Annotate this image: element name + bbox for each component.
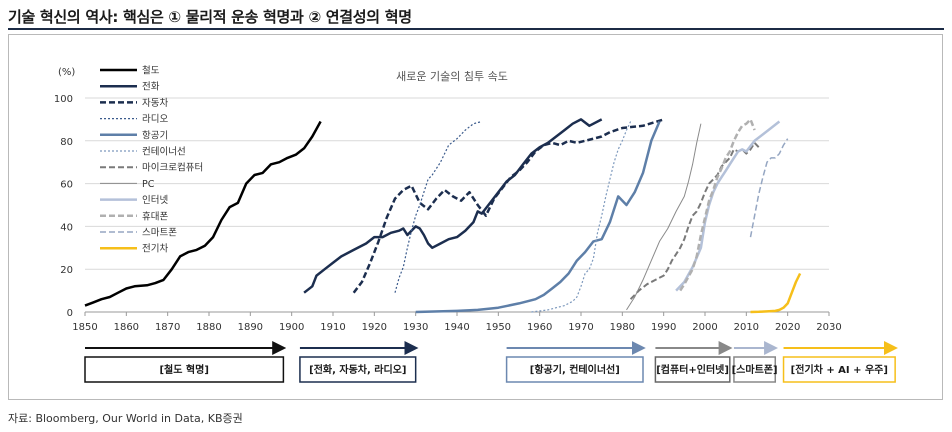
y-tick-label: 40: [60, 222, 73, 233]
series-line-5: [415, 121, 661, 314]
page-title: 기술 혁신의 역사: 핵심은 ① 물리적 운송 혁명과 ② 연결성의 혁명: [8, 8, 412, 26]
grid-layer: [85, 97, 829, 313]
y-axis-unit: (%): [58, 67, 75, 78]
x-tick-label: 1870: [155, 322, 180, 333]
x-tick-label: 1860: [114, 322, 139, 333]
chart-frame: [8, 34, 943, 400]
x-tick-label: 1950: [486, 322, 511, 333]
legend-label: 휴대폰: [142, 211, 168, 222]
x-tick-label: 1960: [527, 322, 552, 333]
x-tick-label: 1970: [568, 322, 593, 333]
x-tick-label: 1910: [320, 322, 345, 333]
era-box: [84, 356, 285, 383]
era-label: [전화, 자동차, 라디오]: [309, 363, 406, 376]
x-tick-label: 1990: [651, 322, 676, 333]
y-tick-label: 20: [60, 265, 73, 276]
legend-label: 라디오: [142, 114, 168, 125]
legend-label: 마이크로컴퓨터: [142, 162, 203, 174]
x-tick-label: 2020: [775, 322, 800, 333]
era-timeline: [철도 혁명] [전화, 자동차, 라디오] [항공기, 컨테이너선] [컴퓨터+인터…: [84, 341, 898, 383]
y-tick-label: 0: [67, 308, 73, 319]
era-box: [505, 356, 644, 383]
x-tick-label: 2010: [734, 322, 759, 333]
series-line-9: [675, 120, 781, 292]
era-box: [654, 356, 731, 383]
legend-label: 전기차: [142, 243, 168, 255]
x-tick-label: 2030: [816, 322, 841, 333]
series-line-1: [84, 120, 322, 307]
title-divider: [8, 28, 944, 30]
x-tick-label: 1930: [403, 322, 428, 333]
y-tick-label: 80: [60, 137, 73, 148]
axis-layer: 0 20 40 60 80 100 1850 1860 1870 1880 1890 1900 1910…: [54, 94, 842, 333]
series-line-11: [749, 138, 789, 238]
x-tick-label: 1920: [362, 322, 387, 333]
legend-label: 항공기: [142, 130, 168, 141]
chart-title: 새로운 기술의 침투 속도: [396, 70, 508, 83]
x-tick-label: 1940: [444, 322, 469, 333]
series-line-6: [531, 121, 632, 313]
series-line-8: [626, 123, 702, 311]
legend-label: 컨테이너선: [142, 147, 186, 158]
legend-label: 자동차: [142, 97, 168, 109]
series-line-3: [352, 118, 665, 294]
x-tick-label: 1980: [610, 322, 635, 333]
series-line-2: [303, 118, 603, 294]
era-label: [철도 혁명]: [159, 363, 208, 376]
legend-label: 전화: [142, 82, 160, 93]
series-line-4: [394, 120, 482, 293]
legend-label: PC: [142, 179, 155, 190]
y-tick-label: 100: [54, 94, 73, 105]
legend-label: 철도: [142, 66, 160, 77]
era-box: [782, 356, 896, 383]
series-layer: [84, 118, 802, 314]
legend-label: 스마트폰: [142, 228, 177, 239]
legend-label: 인터넷: [142, 195, 168, 206]
era-label: [스마트폰]: [732, 363, 778, 376]
series-line-7: [629, 141, 760, 300]
series-line-12: [750, 272, 802, 314]
x-tick-label: 1850: [72, 322, 97, 333]
era-box: [733, 356, 777, 383]
source-note: 자료: Bloomberg, Our World in Data, KB증권: [8, 412, 243, 425]
x-tick-label: 2000: [692, 322, 717, 333]
x-tick-label: 1900: [279, 322, 304, 333]
era-label: [전기차 + AI + 우주]: [791, 363, 888, 376]
x-tick-label: 1890: [238, 322, 263, 333]
era-box: [299, 356, 417, 383]
y-tick-label: 60: [60, 180, 73, 191]
era-label: [항공기, 컨테이너선]: [530, 363, 620, 376]
x-tick-label: 1880: [196, 322, 221, 333]
series-line-10: [679, 118, 756, 292]
era-label: [컴퓨터+인터넷]: [656, 363, 729, 376]
